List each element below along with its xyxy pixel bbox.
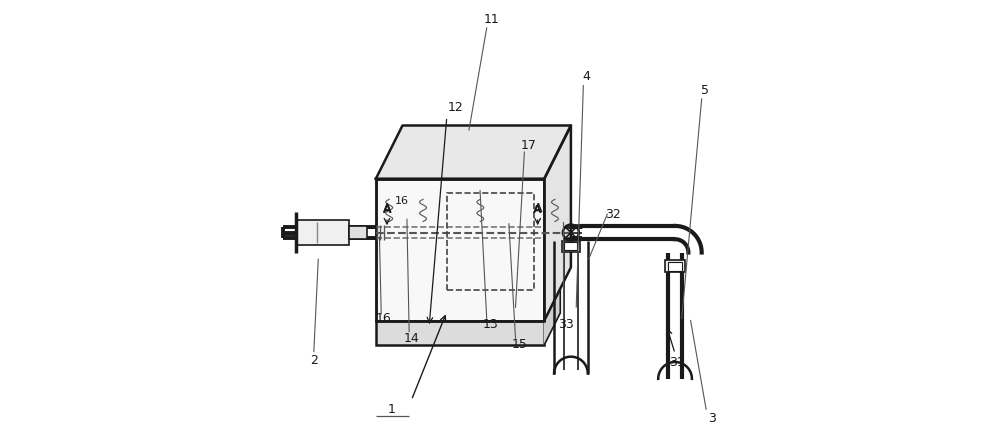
Text: 32: 32 [605,208,621,221]
Bar [447,193,534,290]
Bar [564,242,577,250]
Text: 11: 11 [483,12,499,25]
Text: 4: 4 [582,70,590,83]
Polygon shape [376,125,571,179]
Text: 15: 15 [512,339,528,351]
Bar [376,179,544,321]
Bar [665,260,685,273]
Text: 16: 16 [395,196,409,206]
Bar [376,321,544,345]
Text: 33: 33 [558,318,573,331]
Text: 2: 2 [310,354,318,367]
Text: 3: 3 [708,412,716,425]
Text: 31: 31 [669,356,685,369]
Text: 17: 17 [521,139,537,152]
Bar [376,179,544,321]
Text: 5: 5 [701,83,709,96]
Bar [668,262,682,271]
Text: A: A [383,206,391,215]
Polygon shape [544,125,571,321]
Bar [562,240,580,252]
Polygon shape [544,289,560,345]
Text: A: A [533,202,542,215]
Text: A: A [383,202,391,215]
Bar [349,227,367,239]
Bar [296,220,349,245]
Text: 14: 14 [403,332,419,345]
Text: A: A [533,206,542,215]
Text: 1: 1 [387,403,395,416]
Text: 16: 16 [376,312,391,325]
Text: 13: 13 [482,318,498,331]
Text: 12: 12 [448,101,464,114]
